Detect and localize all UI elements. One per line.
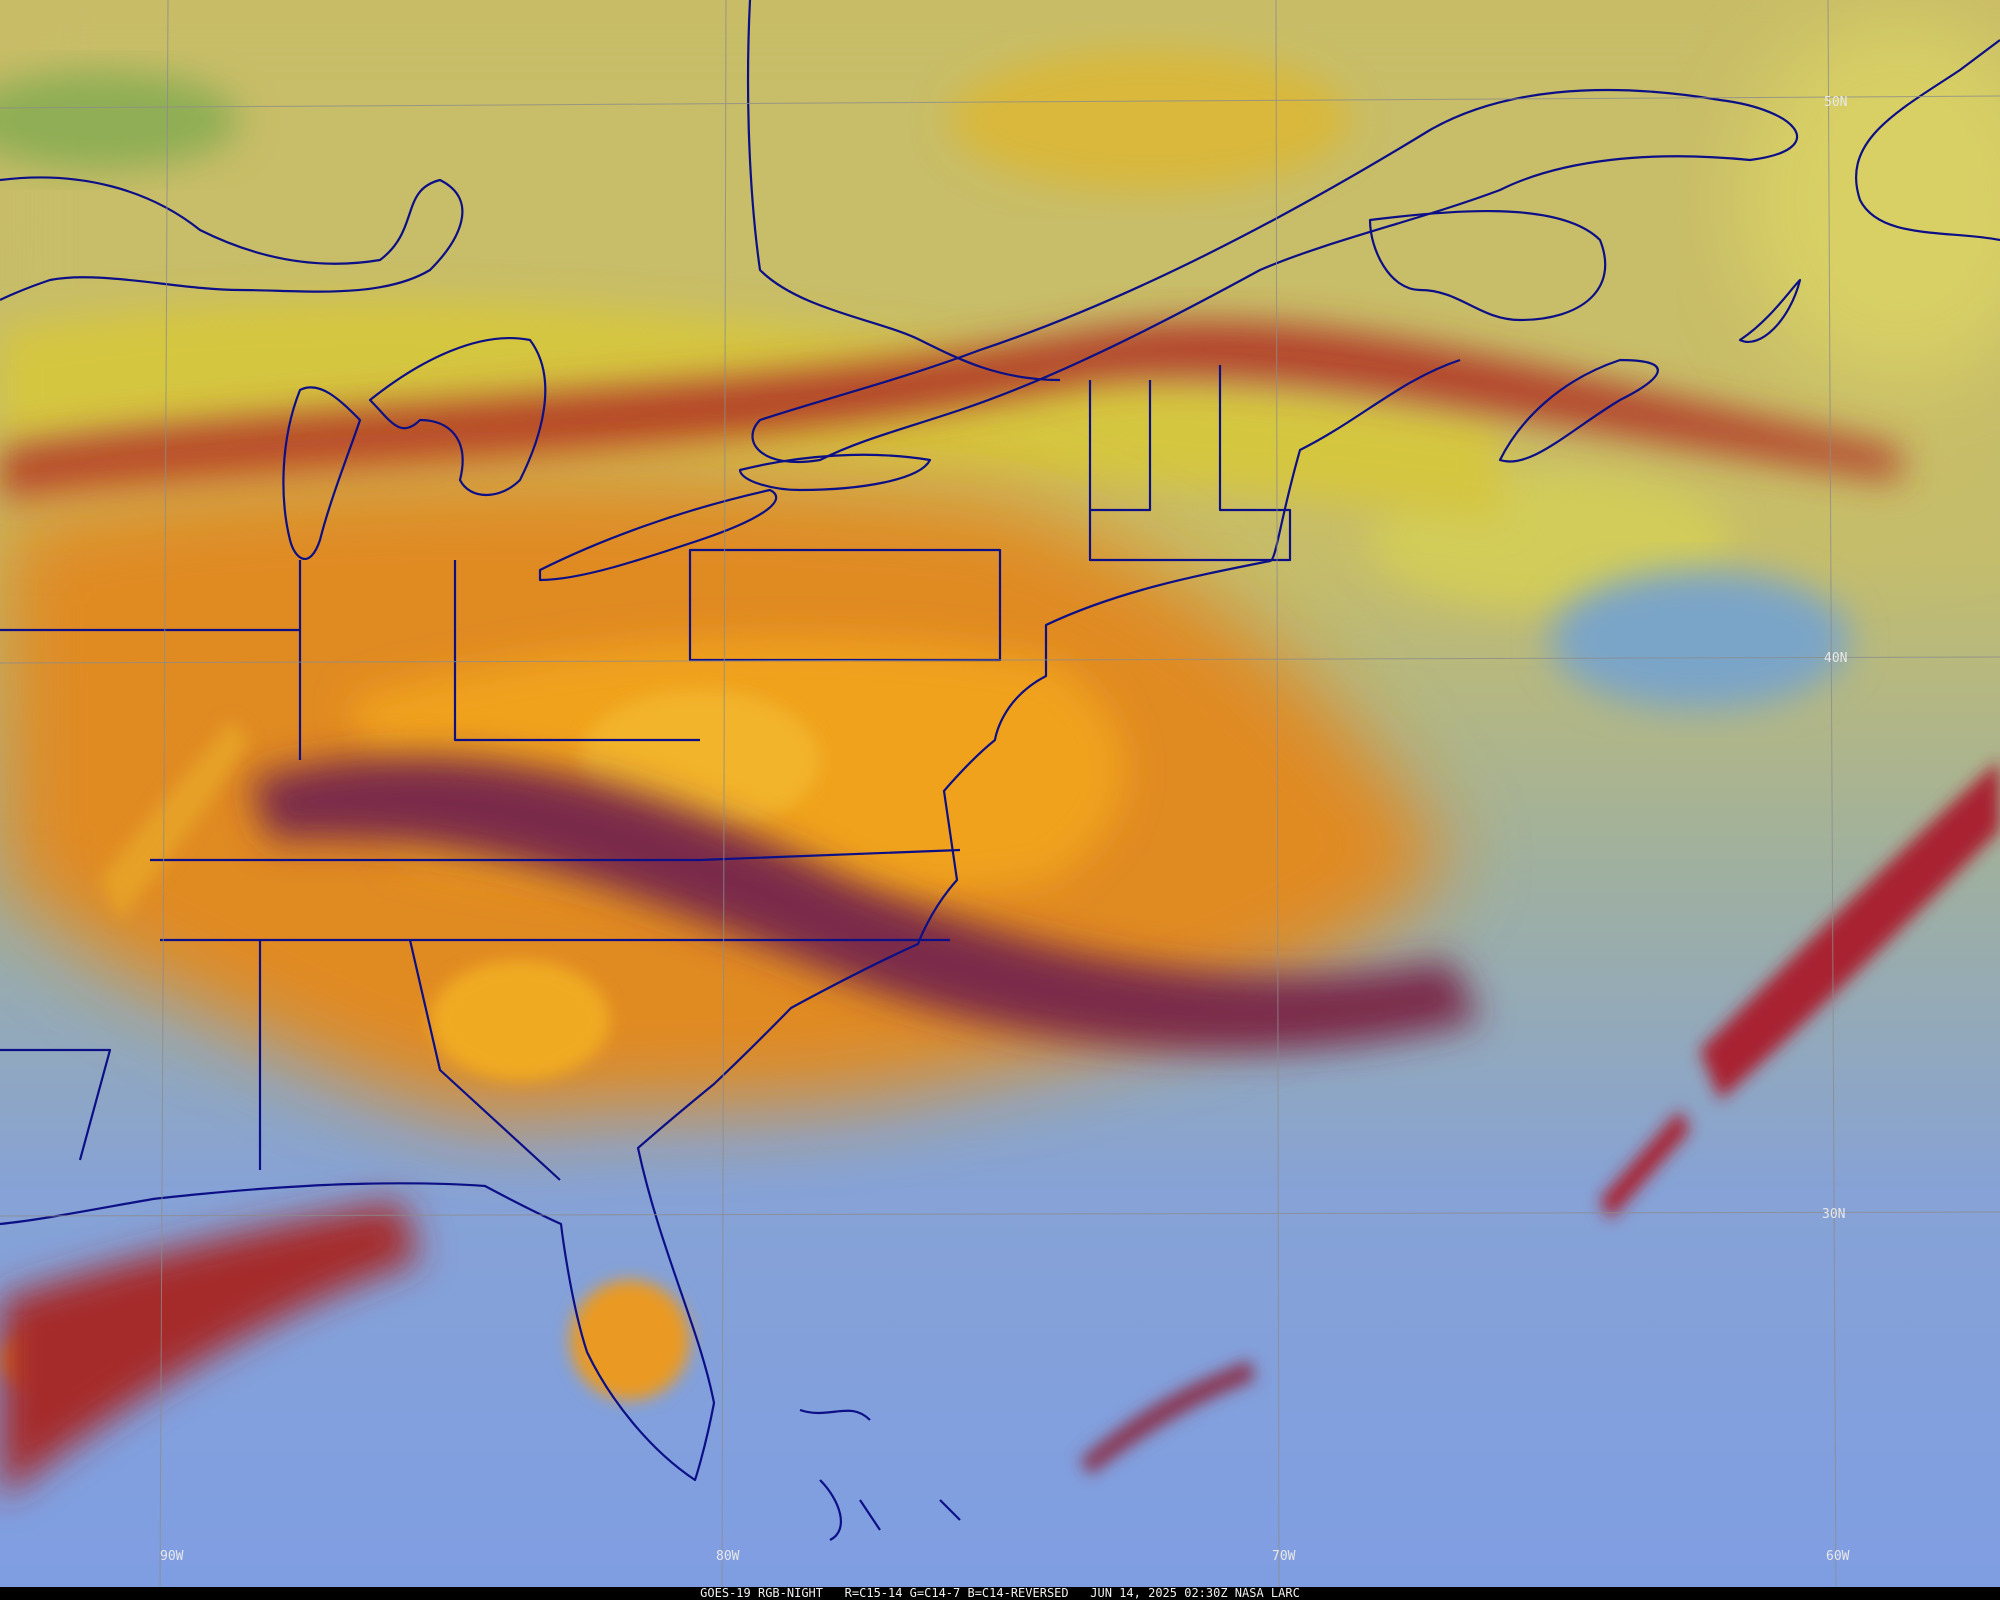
nova-scotia-coast (1498, 358, 1659, 463)
longitude-line (1827, 0, 1837, 1588)
storm-edge (0, 1200, 420, 1500)
cloud-patch (950, 50, 1350, 190)
longitude-line (159, 0, 169, 1588)
cloud-streak (1080, 1360, 1255, 1475)
footer-bar (0, 1587, 2000, 1600)
footer-caption: GOES-19 RGB-NIGHT R=C15-14 G=C14-7 B=C14… (700, 1586, 1300, 1600)
border-line (746, 0, 1061, 382)
grid-labels: 50N 40N 30N 90W 80W 70W 60W (160, 95, 1850, 1564)
longitude-label: 90W (160, 1549, 184, 1564)
lake-superior (0, 176, 464, 301)
cloud-streak (1700, 760, 2000, 1100)
cloud-patch (1550, 570, 1850, 710)
lake-huron (368, 336, 547, 496)
latitude-label: 50N (1824, 95, 1847, 110)
cloud-patch (570, 1280, 690, 1400)
state-lines (0, 560, 961, 1181)
longitude-line (1275, 0, 1280, 1588)
latitude-label: 30N (1822, 1207, 1845, 1222)
longitude-label: 80W (716, 1549, 740, 1564)
longitude-label: 60W (1826, 1549, 1850, 1564)
cloud-patch (1740, 20, 2000, 380)
lake-michigan (282, 386, 362, 561)
coastlines (0, 0, 2000, 1541)
latitude-label: 40N (1824, 651, 1847, 666)
cloud-patch (430, 960, 610, 1080)
gaspe-coast (1368, 209, 1607, 322)
us-coast (0, 358, 1461, 1482)
lake-erie (538, 488, 778, 582)
longitude-line (721, 0, 727, 1588)
longitude-label: 70W (1272, 1549, 1296, 1564)
cape-breton-coast (1738, 278, 1802, 343)
storm-edge (250, 756, 1480, 1052)
latitude-line (0, 656, 2000, 664)
islands (799, 1408, 961, 1541)
cloud-streak (1600, 1110, 1690, 1220)
cloud-patch (0, 70, 240, 170)
lake-ontario (738, 453, 932, 492)
cloud-streak (100, 720, 250, 920)
frontal-band (0, 322, 1900, 500)
st-lawrence-coast (751, 88, 1799, 463)
